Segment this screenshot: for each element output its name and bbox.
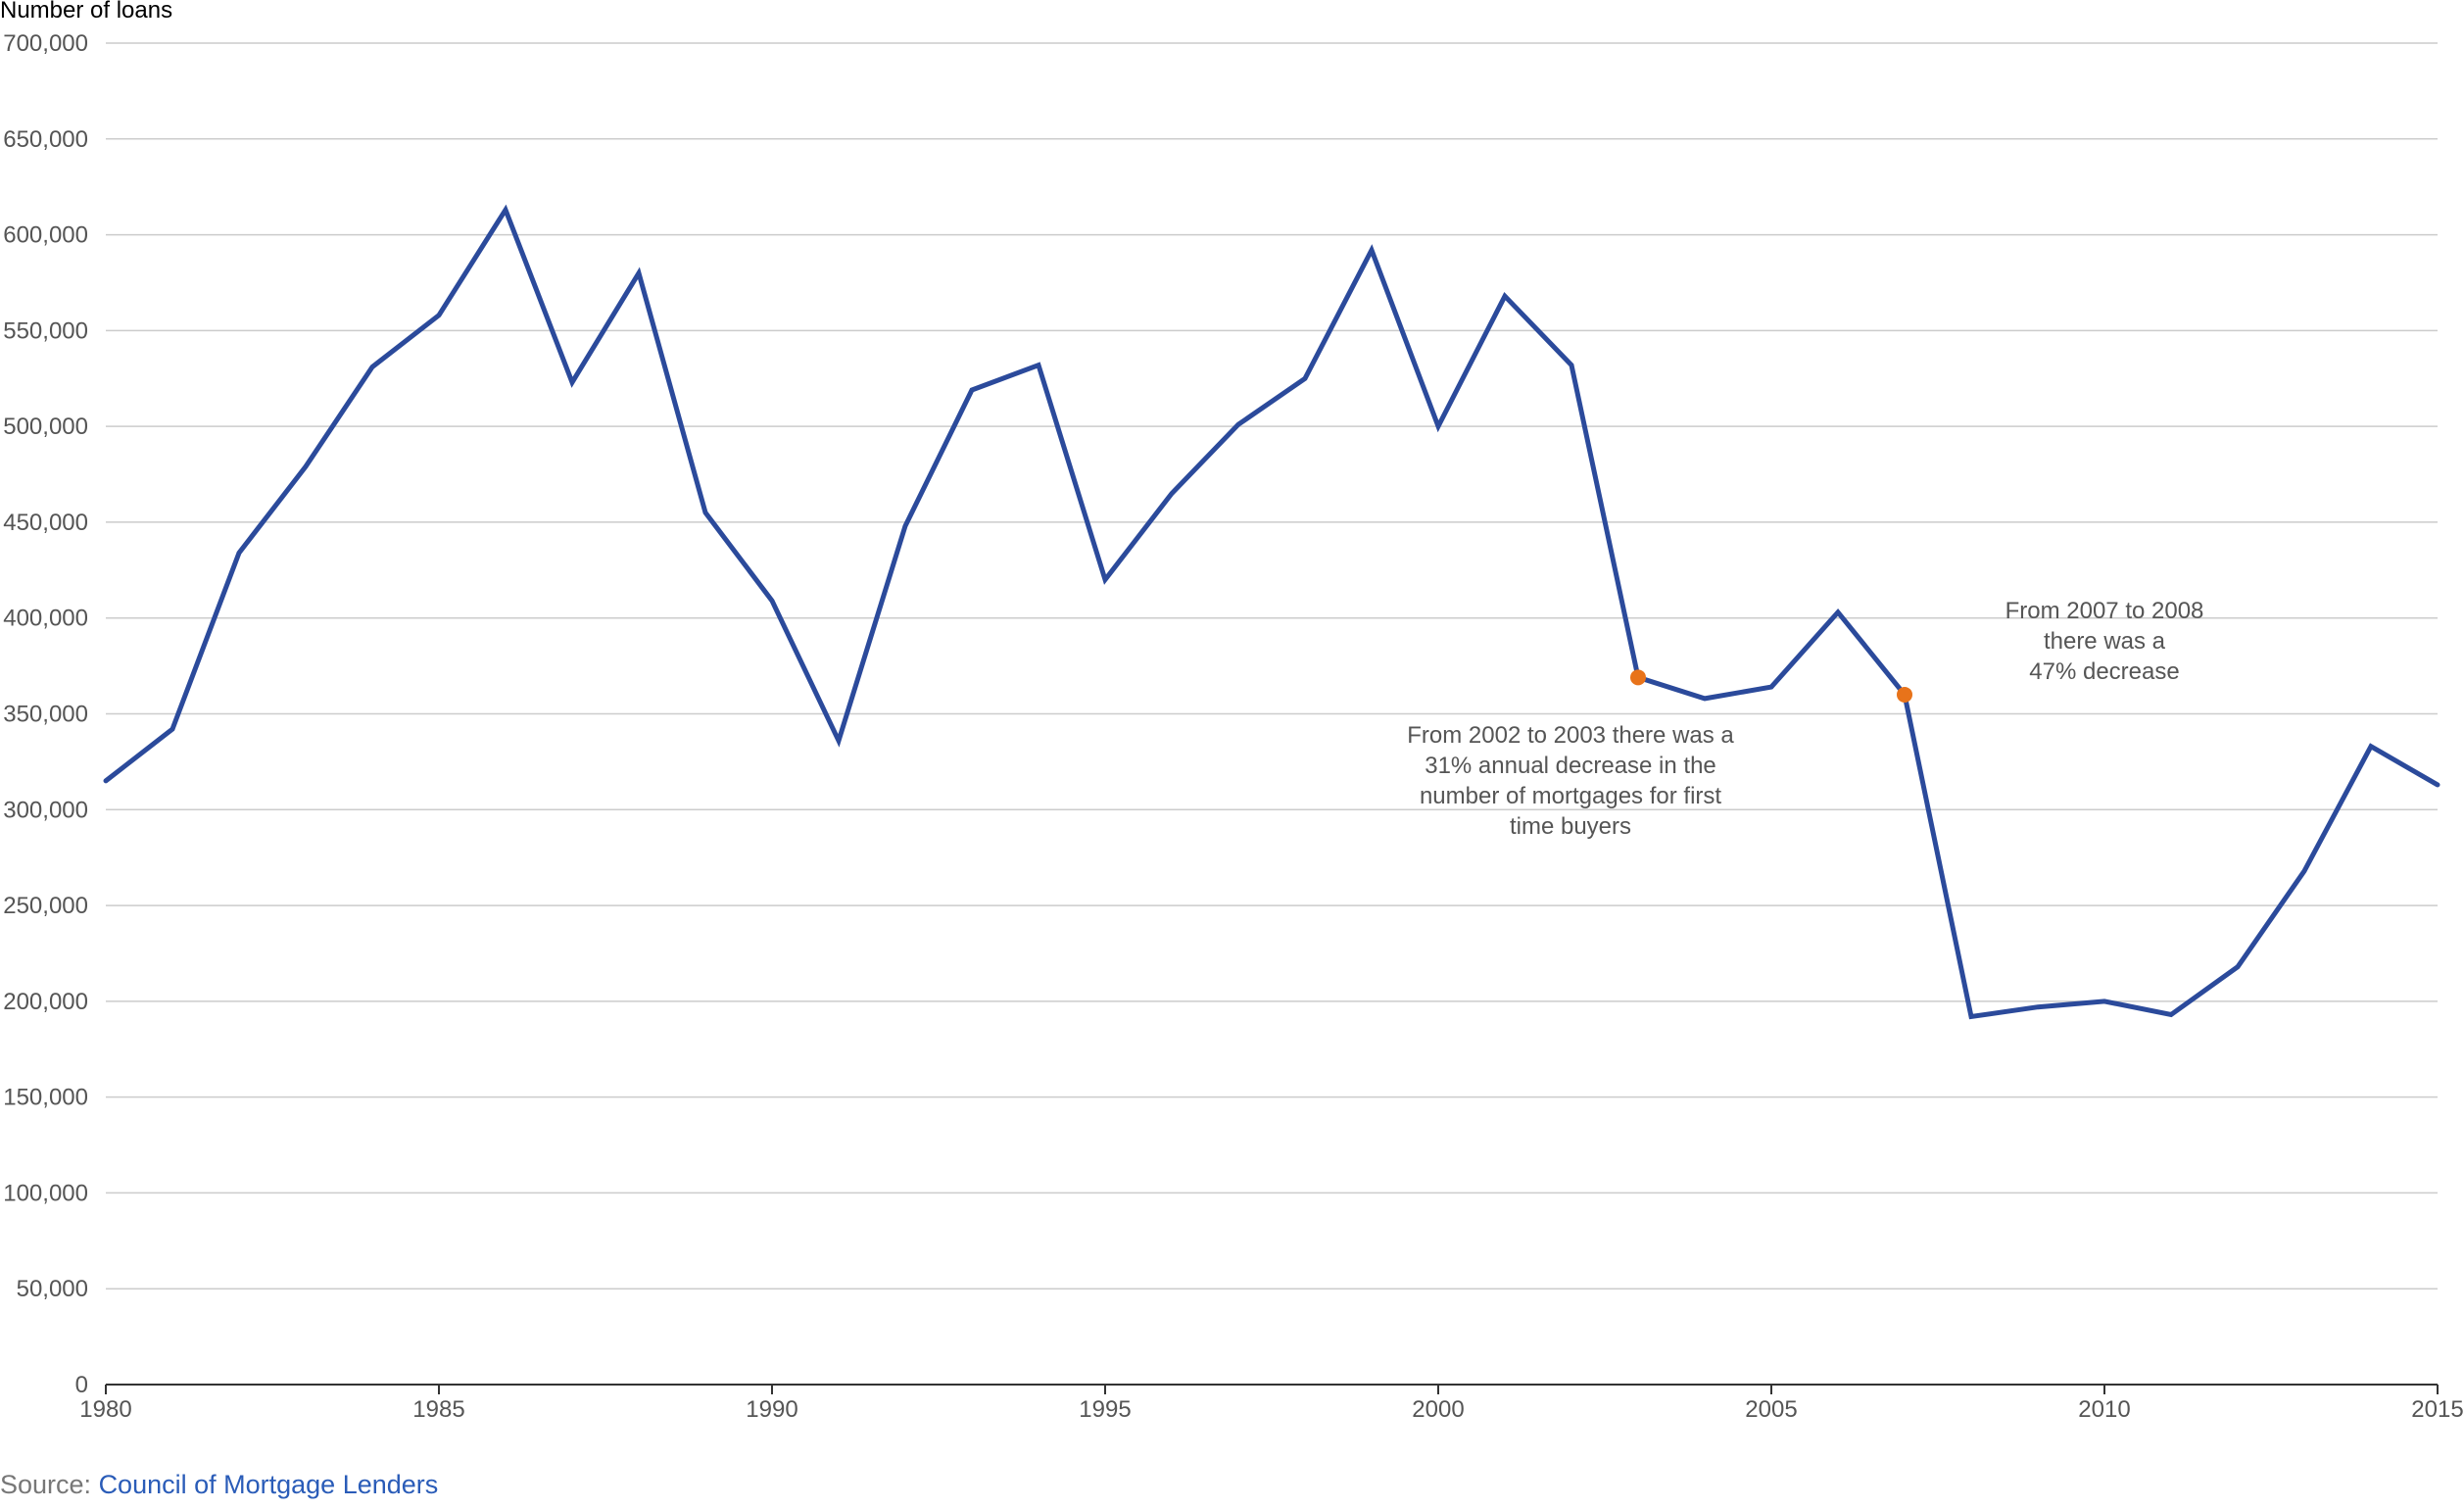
annotation-line: 31% annual decrease in the [1425,753,1716,779]
gridlines [106,42,2438,1290]
y-tick-label: 300,000 [3,797,88,823]
annotation-line: number of mortgages for first [1420,783,1721,809]
y-tick-label: 250,000 [3,893,88,919]
y-tick-label: 50,000 [17,1276,88,1302]
line-chart: Number of loans 0 50,000 100,000 150,000 200… [0,0,2464,1423]
series-line [103,204,2440,1020]
x-tick-labels: 1980 1985 1990 1995 2000 2005 2010 2015 [79,1396,2463,1423]
y-tick-label: 600,000 [3,222,88,249]
y-tick-label: 150,000 [3,1085,88,1111]
y-tick-labels: 0 50,000 100,000 150,000 200,000 250,000 300,0… [3,30,88,1398]
annotation-line: From 2007 to 2008 [2005,598,2204,624]
x-tick-label: 1990 [746,1396,797,1423]
y-tick-label: 200,000 [3,989,88,1015]
y-tick-label: 650,000 [3,126,88,153]
annotation-line: time buyers [1510,813,1631,840]
x-tick-label: 2005 [1745,1396,1797,1423]
x-tick-label: 2015 [2411,1396,2463,1423]
source-link[interactable]: Council of Mortgage Lenders [98,1470,439,1499]
annotation: From 2002 to 2003 there was a 31% annual … [1407,722,1734,840]
annotation-line: 47% decrease [2029,658,2179,685]
x-tick-label: 1980 [79,1396,131,1423]
x-tick-label: 1985 [412,1396,464,1423]
highlight-point [1897,686,1912,703]
annotation-line: there was a [2044,628,2166,655]
y-tick-label: 450,000 [3,510,88,536]
source-prefix: Source: [0,1470,99,1499]
y-tick-label: 700,000 [3,30,88,57]
x-tick-label: 1995 [1079,1396,1131,1423]
highlight-point [1630,669,1646,686]
series-group [103,204,2440,1020]
source-note: Source: Council of Mortgage Lenders [0,1470,438,1500]
y-tick-label: 0 [75,1372,88,1398]
y-tick-label: 500,000 [3,414,88,440]
annotation-line: From 2002 to 2003 there was a [1407,722,1734,749]
y-tick-label: 550,000 [3,317,88,344]
y-tick-label: 100,000 [3,1180,88,1206]
highlight-points [1630,669,1912,703]
y-tick-label: 400,000 [3,606,88,632]
annotations: From 2002 to 2003 there was a 31% annual … [1407,598,2203,840]
y-tick-label: 350,000 [3,702,88,728]
x-axis [105,1384,2439,1394]
y-axis-title: Number of loans [0,0,172,24]
annotation: From 2007 to 2008 there was a 47% decrease [2005,598,2204,685]
x-tick-label: 2010 [2078,1396,2130,1423]
x-tick-label: 2000 [1412,1396,1464,1423]
